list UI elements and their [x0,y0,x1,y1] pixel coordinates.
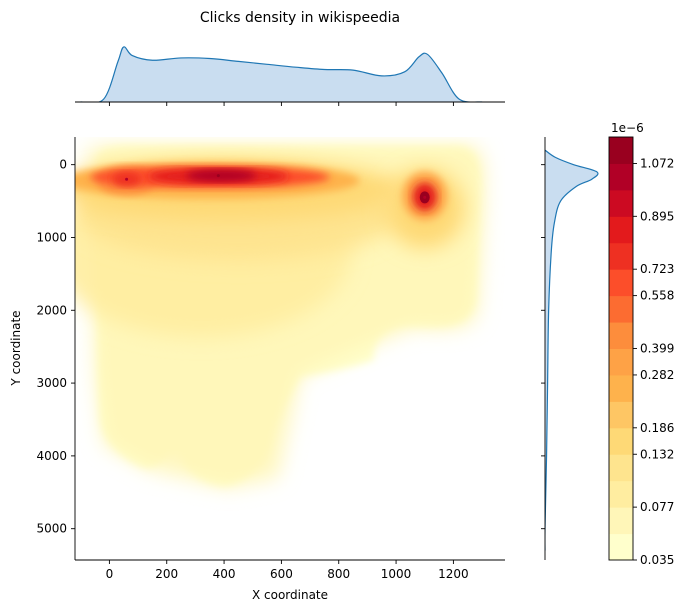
colorbar-segment [609,454,633,482]
colorbar-tick-label: 0.723 [640,262,674,276]
colorbar-segment [609,137,633,164]
y-marginal-line [545,149,599,551]
colorbar-segment [609,427,633,455]
x-tick-label: 1000 [381,567,412,581]
y-tick-label: 1000 [36,230,67,244]
x-tick-label: 600 [270,567,293,581]
colorbar-tick-label: 0.186 [640,421,674,435]
y-marginal-fill [545,150,598,551]
colorbar-segment [609,507,633,535]
colorbar-segment [609,295,633,323]
density-region [186,169,257,182]
density-peak [216,174,220,178]
y-tick-label: 0 [59,158,67,172]
colorbar: 0.035 0.077 0.132 0.186 0.282 0.399 0.558 0.723… [608,121,674,567]
top-marginal-density [75,46,505,106]
y-tick-label: 4000 [36,449,67,463]
colorbar-segment [609,322,633,349]
density-peak [423,195,427,199]
x-marginal-line [80,46,483,102]
x-tick-label: 1200 [438,567,469,581]
right-marginal-density [541,137,599,560]
colorbar-tick-label: 0.399 [640,342,674,356]
colorbar-segment [609,163,633,191]
colorbar-tick-label: 1.072 [640,156,674,170]
x-tick-label: 200 [155,567,178,581]
colorbar-tick-label: 0.282 [640,368,674,382]
y-tick-label: 5000 [36,522,67,536]
colorbar-segment [609,242,633,270]
x-tick-label: 0 [106,567,114,581]
colorbar-tick-label: 0.558 [640,289,674,303]
colorbar-segment [609,533,633,561]
colorbar-multiplier: 1e−6 [611,121,644,135]
colorbar-segment [609,216,633,244]
colorbar-tick-label: 0.077 [640,500,674,514]
main-density-plot: 0 200 400 600 800 1000 1200 0 1000 2000 3000 4000 5… [9,137,505,602]
colorbar-segment [609,269,633,297]
chart-title: Clicks density in wikispeedia [200,10,400,26]
x-marginal-fill [80,46,483,102]
colorbar-tick-label: 0.035 [640,553,674,567]
colorbar-segment [609,348,633,376]
y-tick-label: 3000 [36,376,67,390]
colorbar-segment [609,480,633,508]
colorbar-segment [609,189,633,217]
density-peak [125,177,129,181]
density-contours [75,145,485,488]
colorbar-segment [609,401,633,429]
y-tick-label: 2000 [36,303,67,317]
x-tick-label: 800 [327,567,350,581]
colorbar-tick-label: 0.132 [640,447,674,461]
colorbar-segment [609,374,633,402]
x-tick-label: 400 [213,567,236,581]
x-axis-label: X coordinate [252,588,328,602]
y-axis-label: Y coordinate [9,310,23,386]
colorbar-tick-label: 0.895 [640,209,674,223]
